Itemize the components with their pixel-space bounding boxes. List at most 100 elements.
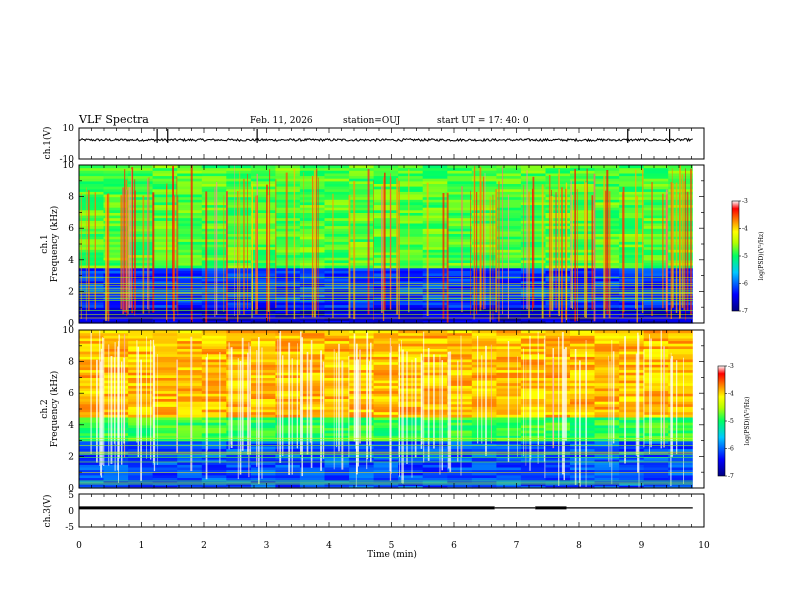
spectrogram-cell: [545, 440, 571, 444]
spectrogram-cell: [226, 422, 252, 426]
spectrogram-cell: [398, 443, 424, 447]
spectrogram-streak: [157, 354, 158, 465]
spectrogram-cell: [668, 432, 694, 436]
spectrogram-cell: [619, 435, 645, 439]
spectrogram-cell: [177, 485, 203, 489]
spectrogram-cell: [471, 477, 497, 481]
spectrogram-cell: [447, 380, 473, 384]
spectrogram-cell: [447, 212, 473, 216]
colorbar-tick-label: -3: [742, 198, 748, 205]
spectrogram-cell: [520, 395, 547, 399]
spectrogram-cell: [275, 395, 301, 399]
spectrogram-cell: [619, 390, 645, 394]
spectrogram-cell: [79, 246, 105, 250]
spectrogram-cell: [594, 466, 620, 471]
spectrogram-cell: [373, 474, 399, 478]
spectrogram-cell: [103, 356, 129, 360]
spectrogram-cell: [324, 207, 350, 211]
spectrogram-cell: [643, 403, 669, 407]
spectrogram-cell: [668, 411, 694, 415]
spectrogram-cell: [471, 435, 497, 439]
spectrogram-cell: [447, 348, 473, 352]
spectrogram-cell: [275, 422, 301, 426]
spectrogram-cell: [447, 406, 473, 410]
spectrogram-cell: [201, 335, 227, 339]
spectrogram-cell: [373, 403, 399, 407]
spectrogram-cell: [79, 262, 105, 266]
spectrogram-cell: [250, 464, 276, 468]
spectrogram-streak: [312, 176, 314, 317]
spectrogram-cell: [545, 188, 571, 192]
spectrogram-cell: [570, 291, 596, 295]
spectrogram-cell: [594, 330, 620, 334]
spectrogram-cell: [619, 414, 645, 418]
spectrogram-streak: [611, 340, 613, 485]
spectrogram-cell: [324, 307, 350, 311]
spectrogram-cell: [349, 238, 375, 242]
spectrogram-cell: [201, 366, 227, 371]
spectrogram-cell: [226, 361, 252, 365]
spectrogram-cell: [103, 406, 129, 410]
spectrogram-cell: [152, 254, 178, 258]
spectrogram-cell: [103, 459, 129, 463]
spectrogram-cell: [545, 207, 571, 211]
spectrogram-cell: [324, 459, 350, 463]
spectrogram-cell: [152, 286, 178, 290]
spectrogram-cell: [447, 273, 473, 277]
spectrogram-cell: [398, 403, 424, 407]
spectrogram-streak: [576, 189, 578, 322]
spectrogram-cell: [398, 430, 424, 434]
spectrogram-cell: [201, 291, 227, 295]
spectrogram-cell: [520, 348, 547, 352]
spectrogram-cell: [619, 351, 645, 355]
spectrogram-cell: [103, 175, 129, 179]
spectrogram-cell: [619, 372, 645, 376]
spectrogram-cell: [570, 472, 596, 476]
spectrogram-cell: [422, 251, 448, 256]
spectrogram-cell: [422, 267, 448, 271]
spectrogram-cell: [471, 403, 497, 407]
spectrogram-cell: [275, 411, 301, 415]
spectrogram-cell: [128, 199, 154, 203]
spectrogram-cell: [103, 485, 129, 489]
spectrogram-cell: [177, 445, 203, 450]
spectrogram-cell: [250, 217, 276, 221]
spectrogram-cell: [79, 175, 105, 179]
spectrogram-cell: [324, 191, 350, 195]
spectrogram-cell: [152, 249, 178, 253]
spectrogram-cell: [619, 427, 645, 431]
spectrogram-cell: [545, 359, 571, 363]
spectrogram-cell: [496, 183, 522, 187]
spectrogram-cell: [128, 267, 154, 271]
spectrogram-cell: [177, 435, 203, 439]
spectrogram-cell: [250, 343, 276, 347]
spectrogram-cell: [668, 477, 694, 481]
spectrogram-cell: [422, 175, 448, 179]
spectrogram-cell: [447, 332, 473, 336]
spectrogram-streak: [370, 342, 372, 463]
spectrogram-cell: [398, 188, 424, 192]
spectrogram-streak: [147, 178, 149, 310]
spectrogram-cell: [152, 270, 178, 274]
spectrogram-cell: [619, 265, 645, 269]
colorbar-tick-label: -7: [728, 473, 734, 480]
spectrogram-cell: [570, 241, 596, 245]
spectrogram-cell: [520, 172, 547, 177]
spectrogram-cell: [103, 345, 129, 349]
spectrogram-cell: [471, 364, 497, 368]
spectrogram-cell: [398, 212, 424, 216]
spectrogram-cell: [496, 165, 522, 169]
spectrogram-cell: [177, 225, 203, 229]
spectrogram-cell: [545, 377, 571, 381]
spectrogram-cell: [349, 167, 375, 171]
spectrogram-cell: [570, 385, 596, 389]
spectrogram-cell: [520, 466, 547, 471]
spectrogram-cell: [201, 236, 227, 240]
spectrogram-cell: [545, 280, 571, 285]
spectrogram-cell: [668, 440, 694, 444]
spectrogram-cell: [594, 364, 620, 368]
spectrogram-cell: [275, 249, 301, 253]
spectrogram-cell: [447, 466, 473, 471]
spectrogram-cell: [324, 262, 350, 266]
spectrogram-cell: [643, 353, 669, 357]
